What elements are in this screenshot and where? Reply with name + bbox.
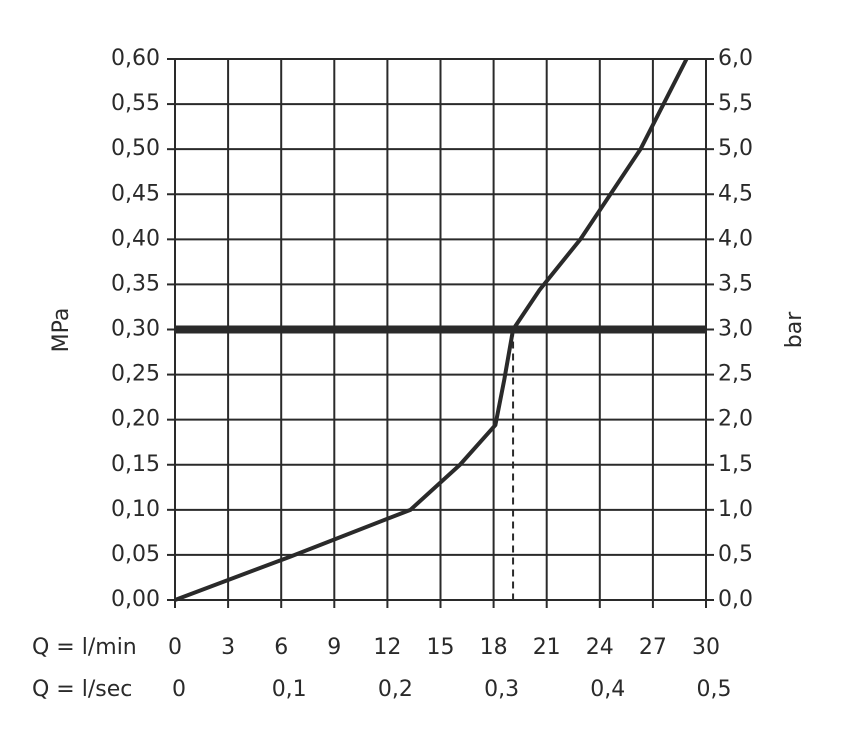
x-tick-label: 24 xyxy=(586,635,614,660)
y2-tick-label: 3,0 xyxy=(718,317,753,342)
y2-tick-label: 0,0 xyxy=(718,587,753,612)
y2-tick-label: 0,5 xyxy=(718,542,753,567)
y2-tick-label: 6,0 xyxy=(718,46,753,71)
x-tick-label: 18 xyxy=(480,635,508,660)
y-tick-label: 0,60 xyxy=(111,46,160,71)
y-axis-label: MPa xyxy=(49,308,74,353)
x-tick-label: 9 xyxy=(327,635,341,660)
y-tick-label: 0,25 xyxy=(111,362,160,387)
x2-tick-label: 0 xyxy=(172,677,186,702)
x-tick-label: 15 xyxy=(427,635,455,660)
y2-tick-label: 2,5 xyxy=(718,362,753,387)
y2-tick-label: 4,0 xyxy=(718,226,753,251)
y-tick-label: 0,15 xyxy=(111,452,160,477)
x2-tick-label: 0,5 xyxy=(697,677,732,702)
y2-axis-label: bar xyxy=(782,311,807,348)
x2-tick-label: 0,1 xyxy=(272,677,307,702)
x-tick-label: 0 xyxy=(168,635,182,660)
x-tick-label: 30 xyxy=(692,635,720,660)
y-tick-label: 0,40 xyxy=(111,226,160,251)
x-tick-label: 21 xyxy=(533,635,561,660)
x2-tick-label: 0,4 xyxy=(590,677,625,702)
x2-tick-label: 0,2 xyxy=(378,677,413,702)
y2-tick-label: 5,0 xyxy=(718,136,753,161)
y-tick-label: 0,10 xyxy=(111,497,160,522)
x-tick-label: 27 xyxy=(639,635,667,660)
y-tick-label: 0,50 xyxy=(111,136,160,161)
x-axis-label: Q = l/min xyxy=(32,635,137,660)
y2-tick-label: 5,5 xyxy=(718,91,753,116)
x-tick-label: 3 xyxy=(221,635,235,660)
y-tick-label: 0,05 xyxy=(111,542,160,567)
y2-tick-label: 3,5 xyxy=(718,271,753,296)
data-line xyxy=(174,58,689,602)
y-tick-label: 0,00 xyxy=(111,587,160,612)
x2-axis-label: Q = l/sec xyxy=(32,677,132,702)
y2-tick-label: 4,5 xyxy=(718,181,753,206)
x2-tick-label: 0,3 xyxy=(484,677,519,702)
y-tick-label: 0,55 xyxy=(111,91,160,116)
y2-tick-label: 2,0 xyxy=(718,407,753,432)
y-tick-label: 0,45 xyxy=(111,181,160,206)
y2-tick-label: 1,0 xyxy=(718,497,753,522)
y2-tick-label: 1,5 xyxy=(718,452,753,477)
x-tick-label: 6 xyxy=(274,635,288,660)
x-tick-label: 12 xyxy=(373,635,401,660)
y-tick-label: 0,30 xyxy=(111,317,160,342)
y-tick-label: 0,35 xyxy=(111,271,160,296)
y-tick-label: 0,20 xyxy=(111,407,160,432)
